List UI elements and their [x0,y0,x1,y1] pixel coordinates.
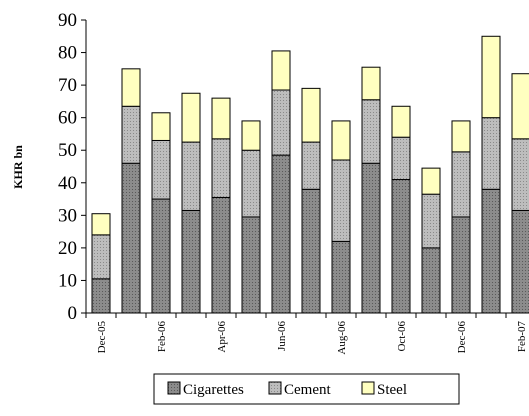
bar-cigarettes-oct-06 [391,179,411,314]
legend-swatch-cement [268,381,282,395]
bar-cigarettes-jul-06 [301,188,321,314]
y-tick-label: 0 [68,303,78,324]
bar-cigarettes-jun-06 [271,154,291,314]
bar-steel-nov-06 [421,167,441,195]
x-tick-label: Dec-06 [456,321,468,354]
bar-cement-sep-06 [361,99,381,164]
x-tick-label: Feb-07 [516,321,528,353]
y-tick-label: 80 [58,43,77,64]
bar-steel-apr-06 [211,97,231,140]
bar-cigarettes-dec-06 [451,216,471,314]
y-tick-label: 50 [58,140,77,161]
bar-cigarettes-sep-06 [361,162,381,314]
bar-cigarettes-may-06 [241,216,261,314]
y-tick-label: 20 [58,238,77,259]
bar-cement-feb-06 [151,139,171,200]
bar-cigarettes-feb-07 [511,209,529,314]
bar-steel-mar-06 [181,92,201,143]
bar-steel-jun-06 [271,50,291,91]
legend-box [153,373,460,405]
bar-cement-jan-06 [121,105,141,164]
y-axis-label: KHR bn [11,145,25,189]
bar-steel-jan-06 [121,68,141,107]
bar-cigarettes-jan-06 [121,162,141,314]
x-tick-label: Jun-06 [276,321,288,351]
bar-cement-jul-06 [301,141,321,190]
bar-cement-feb-07 [511,138,529,211]
y-tick-label: 90 [58,10,77,31]
bar-cigarettes-feb-06 [151,198,171,314]
y-tick-label: 60 [58,108,77,129]
bar-steel-dec-06 [451,120,471,153]
axis-lines [85,20,529,314]
bar-steel-sep-06 [361,66,381,101]
bar-cement-jun-06 [271,89,291,156]
y-tick-label: 70 [58,75,77,96]
bar-cement-dec-05 [91,234,111,280]
y-tick-label: 10 [58,270,77,291]
bar-cement-may-06 [241,149,261,218]
y-axis: 0 10 20 30 40 50 60 70 80 90 [58,10,86,324]
bar-steel-oct-06 [391,105,411,138]
x-tick-label: Dec-05 [96,321,108,354]
bar-cement-oct-06 [391,136,411,181]
bar-cigarettes-aug-06 [331,240,351,314]
bar-cigarettes-jan-07 [481,188,501,314]
legend: Cigarettes Cement Steel [153,373,460,405]
bar-cement-aug-06 [331,159,351,242]
bar-cigarettes-apr-06 [211,196,231,314]
bar-cement-jan-07 [481,117,501,190]
bar-steel-jan-07 [481,35,501,119]
bar-steel-aug-06 [331,120,351,161]
bar-steel-feb-07 [511,73,529,140]
legend-swatch-steel [361,381,375,395]
legend-swatch-cigarettes [167,381,181,395]
bar-cement-apr-06 [211,138,231,198]
legend-label-cement: Cement [284,382,331,398]
bar-cement-mar-06 [181,141,201,211]
bar-steel-feb-06 [151,112,171,141]
x-tick-label: Feb-06 [156,321,168,353]
bar-layer [91,35,529,314]
bar-cement-dec-06 [451,151,471,218]
bar-cigarettes-nov-06 [421,247,441,314]
bar-cigarettes-dec-05 [91,278,111,314]
x-axis: Dec-05 Feb-06 Apr-06 Jun-06 Aug-06 Oct-06 Dec-… [85,313,528,355]
legend-label-steel: Steel [377,382,407,398]
bar-cigarettes-mar-06 [181,209,201,314]
y-tick-label: 40 [58,173,77,194]
bar-steel-dec-05 [91,213,111,236]
legend-label-cigarettes: Cigarettes [183,382,244,398]
x-tick-label: Oct-06 [396,321,408,352]
bar-steel-jul-06 [301,87,321,143]
x-tick-label: Apr-06 [216,321,228,353]
x-tick-label: Aug-06 [336,321,348,355]
bar-steel-may-06 [241,120,261,151]
bar-cement-nov-06 [421,193,441,249]
y-tick-label: 30 [58,205,77,226]
